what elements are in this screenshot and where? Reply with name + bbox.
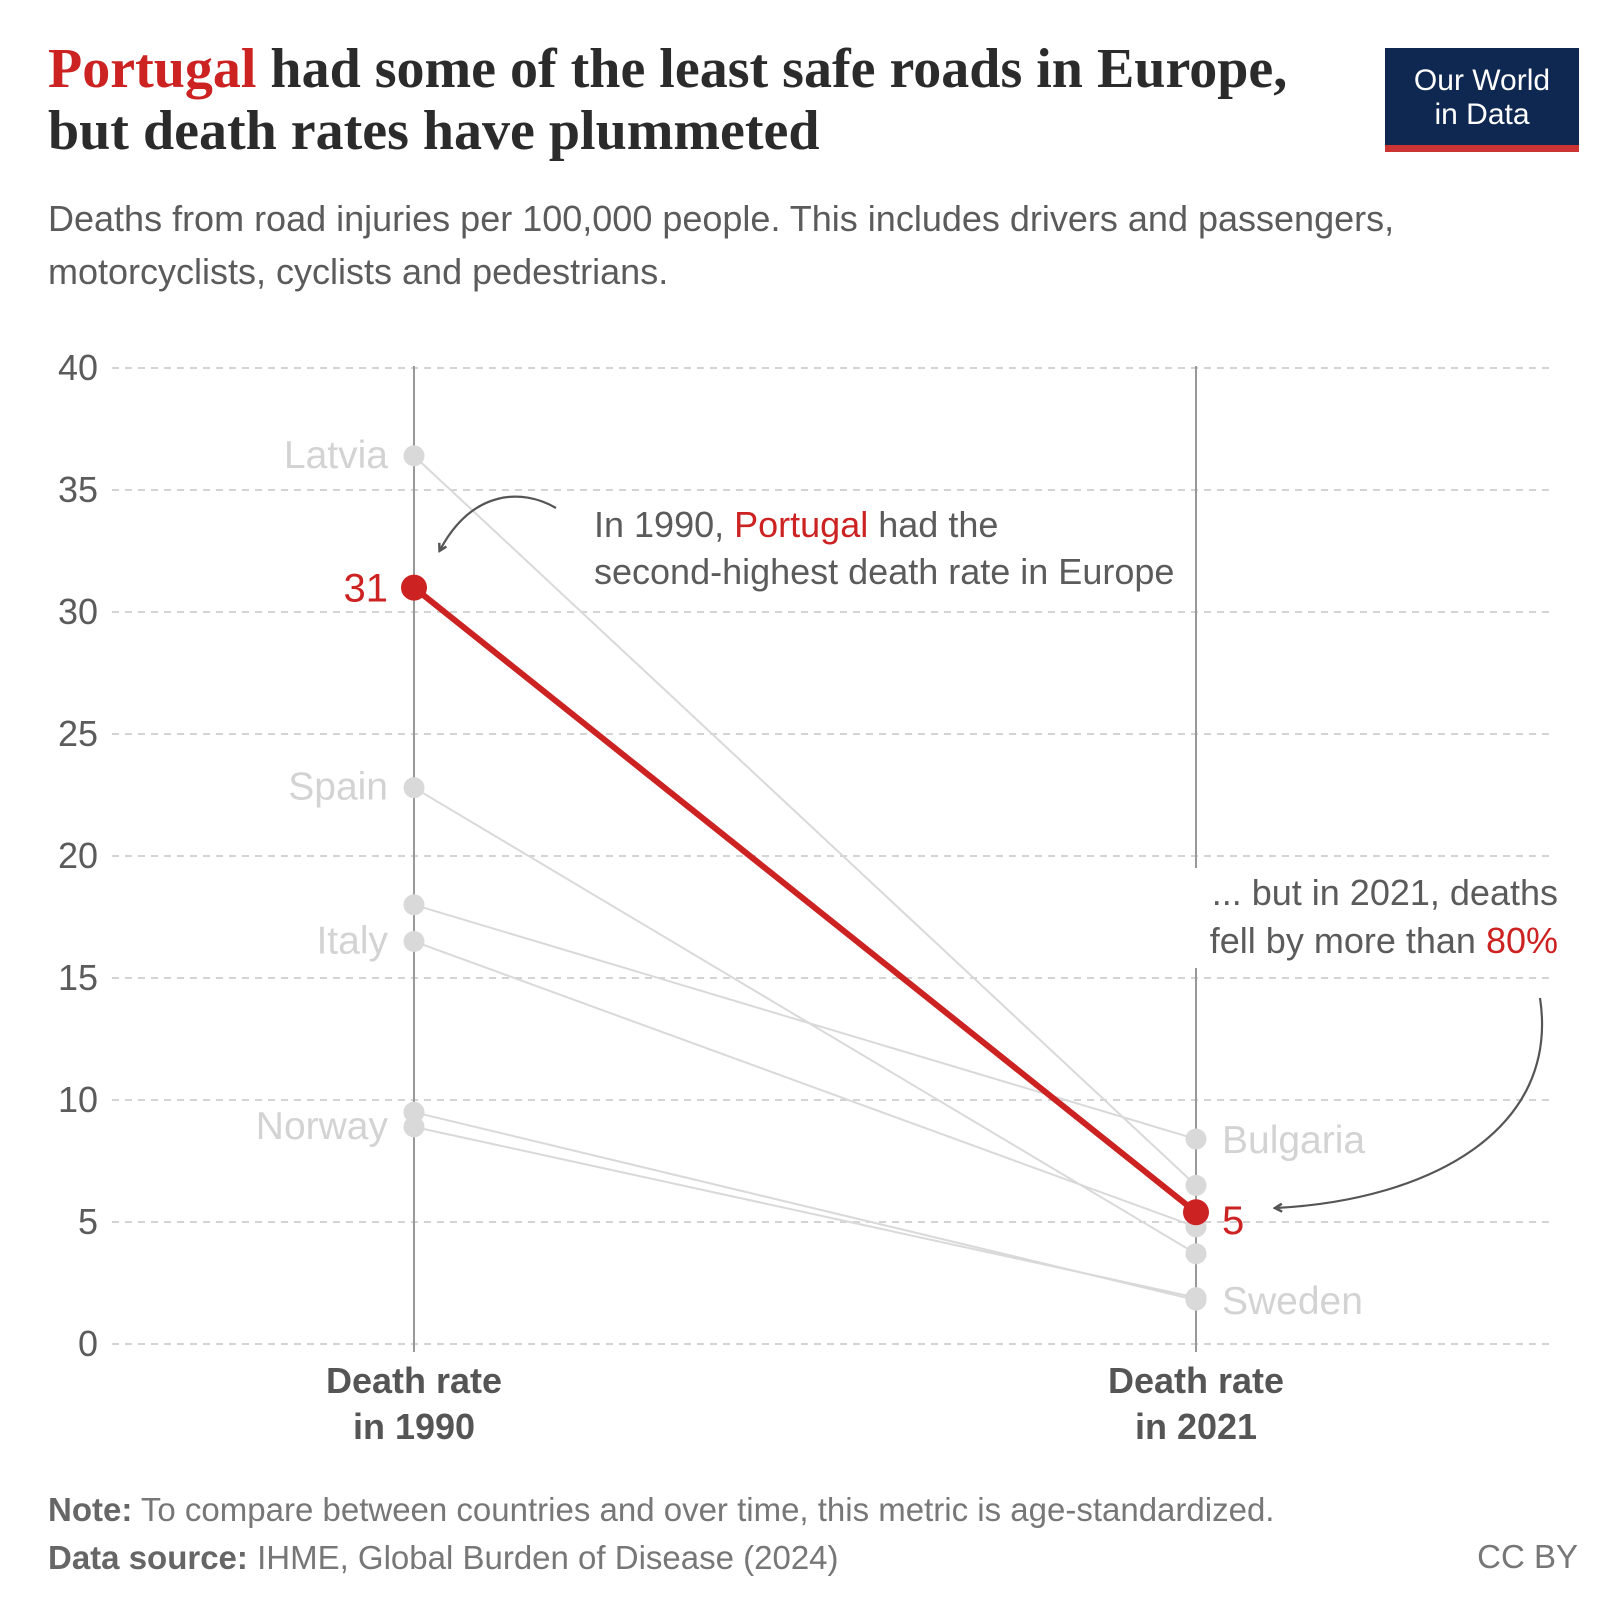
y-tick-label: 35 (58, 469, 98, 510)
source-label: Data source: (48, 1539, 248, 1576)
annotation-bottom-part-a: fell by more than (1210, 920, 1476, 961)
y-tick-label: 25 (58, 713, 98, 754)
point-norway-1990[interactable] (403, 1116, 425, 1138)
annotation-bottom: ... but in 2021, deaths fell by more tha… (1158, 868, 1568, 1208)
annotation-top: In 1990, Portugal had the second-highest… (440, 495, 1174, 592)
svg-text:In 1990, Portugal had the: In 1990, Portugal had the (594, 504, 998, 545)
y-tick-label: 10 (58, 1079, 98, 1120)
y-tick-label: 0 (78, 1323, 98, 1364)
series-line-bulgaria[interactable] (413, 903, 1197, 1140)
annotation-top-arrow (440, 495, 557, 550)
chart-subtitle: Deaths from road injuries per 100,000 pe… (48, 198, 1395, 292)
annotation-top-part-a: In 1990, (594, 504, 724, 545)
series-line-norway[interactable] (413, 1125, 1197, 1299)
value-label-2021: 5 (1222, 1199, 1244, 1243)
country-label-spain: Spain (288, 766, 388, 809)
country-label-sweden: Sweden (1222, 1280, 1363, 1323)
note-text: To compare between countries and over ti… (140, 1491, 1275, 1528)
x-axis-label: in 2021 (1135, 1406, 1257, 1447)
point-italy-1990[interactable] (403, 930, 425, 952)
value-label-1990: 31 (344, 567, 389, 611)
point-latvia-1990[interactable] (403, 445, 425, 467)
series-line-spain[interactable] (413, 786, 1197, 1255)
footer-note: Note: To compare between countries and o… (48, 1490, 1274, 1530)
country-label-norway: Norway (256, 1105, 389, 1148)
country-label-italy: Italy (316, 919, 388, 962)
point-bulgaria-2021[interactable] (1185, 1128, 1207, 1150)
y-tick-label: 40 (58, 347, 98, 388)
annotation-top-line-2: second-highest death rate in Europe (594, 551, 1174, 592)
series-line-latvia[interactable] (413, 455, 1197, 1187)
title-highlight: Portugal (48, 38, 257, 100)
point-norway-2021[interactable] (1185, 1287, 1207, 1309)
owid-logo[interactable]: Our World in Data (1385, 48, 1579, 152)
annotation-top-highlight: Portugal (734, 504, 868, 545)
point-latvia-2021[interactable] (1185, 1174, 1207, 1196)
x-axis-label: Death rate (326, 1360, 502, 1401)
annotation-bottom-arrow (1276, 997, 1543, 1208)
point-bulgaria-1990[interactable] (403, 894, 425, 916)
chart-title: Portugal had some of the least safe road… (48, 38, 1328, 162)
point-portugal-2021[interactable] (1183, 1199, 1209, 1226)
footer-source: Data source: IHME, Global Burden of Dise… (48, 1538, 839, 1578)
source-text: IHME, Global Burden of Disease (2024) (257, 1539, 839, 1576)
point-portugal-1990[interactable] (401, 574, 427, 601)
country-label-latvia: Latvia (284, 434, 388, 477)
y-tick-label: 15 (58, 957, 98, 998)
svg-text:fell by more than 80%: fell by more than 80% (1210, 920, 1558, 961)
y-tick-label: 30 (58, 591, 98, 632)
note-label: Note: (48, 1491, 133, 1528)
logo-line-2: in Data (1434, 98, 1530, 131)
title-rest: had some of the least safe roads in Euro… (48, 38, 1288, 162)
series-line-italy[interactable] (413, 940, 1197, 1228)
annotation-bottom-line-1: ... but in 2021, deaths (1212, 872, 1558, 913)
annotation-top-part-b: had the (878, 504, 998, 545)
annotation-bottom-highlight: 80% (1486, 920, 1558, 961)
license-link[interactable]: CC BY (1477, 1538, 1578, 1575)
x-axis-label: in 1990 (353, 1406, 475, 1447)
highlight-line-portugal[interactable] (412, 585, 1198, 1215)
point-spain-2021[interactable] (1185, 1243, 1207, 1265)
y-tick-label: 20 (58, 835, 98, 876)
point-sweden-1990[interactable] (403, 1101, 425, 1123)
logo-line-1: Our World (1413, 64, 1551, 97)
point-spain-1990[interactable] (403, 777, 425, 799)
x-axis-label: Death rate (1108, 1360, 1284, 1401)
country-label-bulgaria: Bulgaria (1222, 1119, 1365, 1162)
y-tick-label: 5 (78, 1201, 98, 1242)
